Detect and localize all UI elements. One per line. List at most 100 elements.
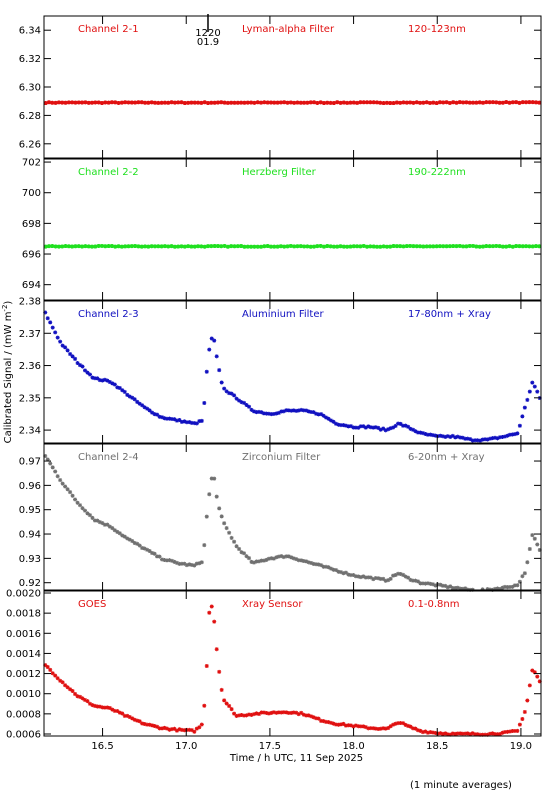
data-point (371, 726, 376, 731)
data-point (116, 244, 121, 249)
data-point (444, 100, 449, 105)
data-point (204, 369, 209, 374)
averaging-note: (1 minute averages) (410, 780, 512, 791)
data-point (182, 244, 187, 249)
data-point (266, 411, 271, 416)
data-point (48, 667, 53, 672)
data-point (433, 433, 438, 438)
data-point (361, 574, 366, 579)
data-point (378, 100, 383, 105)
data-point (135, 399, 140, 404)
data-point (373, 425, 378, 430)
data-point (495, 586, 500, 591)
data-point (186, 244, 191, 249)
data-point (493, 732, 498, 737)
data-point (403, 423, 408, 428)
data-point (256, 712, 261, 717)
data-point (279, 409, 284, 414)
data-point (537, 100, 542, 105)
data-point (76, 100, 81, 105)
data-point (254, 410, 259, 415)
data-point (455, 585, 460, 590)
data-point (103, 244, 108, 249)
data-point (411, 578, 416, 583)
data-point (292, 100, 297, 105)
data-point (485, 732, 490, 737)
data-point (408, 426, 413, 431)
data-point (408, 243, 413, 248)
data-point (434, 101, 439, 106)
data-point (120, 711, 125, 716)
data-point (448, 732, 453, 737)
data-point (414, 100, 419, 105)
data-point (305, 244, 310, 249)
data-point (83, 697, 88, 702)
data-point (83, 244, 88, 249)
data-point (457, 100, 462, 105)
data-point (324, 415, 329, 420)
data-point (50, 244, 55, 249)
data-point (487, 244, 492, 249)
data-point (316, 562, 321, 567)
data-point (157, 414, 162, 419)
data-point (445, 434, 450, 439)
data-point (510, 244, 515, 249)
data-point (425, 730, 430, 735)
data-point (361, 243, 366, 248)
filter-label: Lyman-alpha Filter (242, 24, 335, 35)
data-point (368, 100, 373, 105)
channel-label: GOES (78, 599, 106, 610)
data-point (441, 100, 446, 105)
data-point (454, 244, 459, 249)
data-point (444, 244, 449, 249)
data-point (477, 100, 482, 105)
data-point (157, 726, 162, 731)
data-point (235, 244, 240, 249)
data-point (530, 100, 535, 105)
data-point (306, 409, 311, 414)
data-point (90, 703, 95, 708)
data-point (212, 100, 217, 105)
data-point (60, 244, 65, 249)
data-point (214, 647, 219, 652)
data-point (239, 400, 244, 405)
data-point (55, 676, 60, 681)
y-axis-label-close: ) (3, 301, 14, 305)
data-point (217, 669, 222, 674)
data-point (500, 730, 505, 735)
data-point (391, 244, 396, 248)
data-point (329, 418, 334, 423)
data-point (87, 372, 92, 377)
data-point (414, 244, 419, 249)
data-point (136, 244, 141, 249)
data-point (75, 694, 80, 699)
data-point (494, 243, 499, 248)
y-tick-label: 0.0008 (6, 709, 41, 720)
y-tick-label: 0.93 (19, 554, 41, 565)
data-point (532, 670, 537, 675)
data-point (425, 581, 430, 586)
data-point (184, 563, 189, 568)
channel-label: Channel 2-1 (78, 24, 139, 35)
data-point (535, 542, 540, 547)
data-point (50, 325, 55, 330)
data-point (222, 386, 227, 391)
data-point (428, 244, 433, 249)
data-point (351, 425, 356, 430)
data-point (123, 244, 128, 249)
data-point (401, 244, 406, 249)
data-point (488, 731, 493, 736)
data-point (60, 481, 65, 486)
data-point (83, 100, 88, 105)
data-point (162, 725, 167, 730)
y-tick-label: 698 (22, 219, 41, 230)
data-point (401, 100, 406, 105)
data-point (473, 732, 478, 737)
data-point (281, 409, 286, 414)
data-point (524, 244, 529, 249)
wavelength-label: 190-222nm (408, 167, 466, 178)
data-point (199, 722, 204, 727)
data-point (119, 244, 124, 249)
data-point (368, 425, 373, 430)
data-point (520, 574, 525, 579)
